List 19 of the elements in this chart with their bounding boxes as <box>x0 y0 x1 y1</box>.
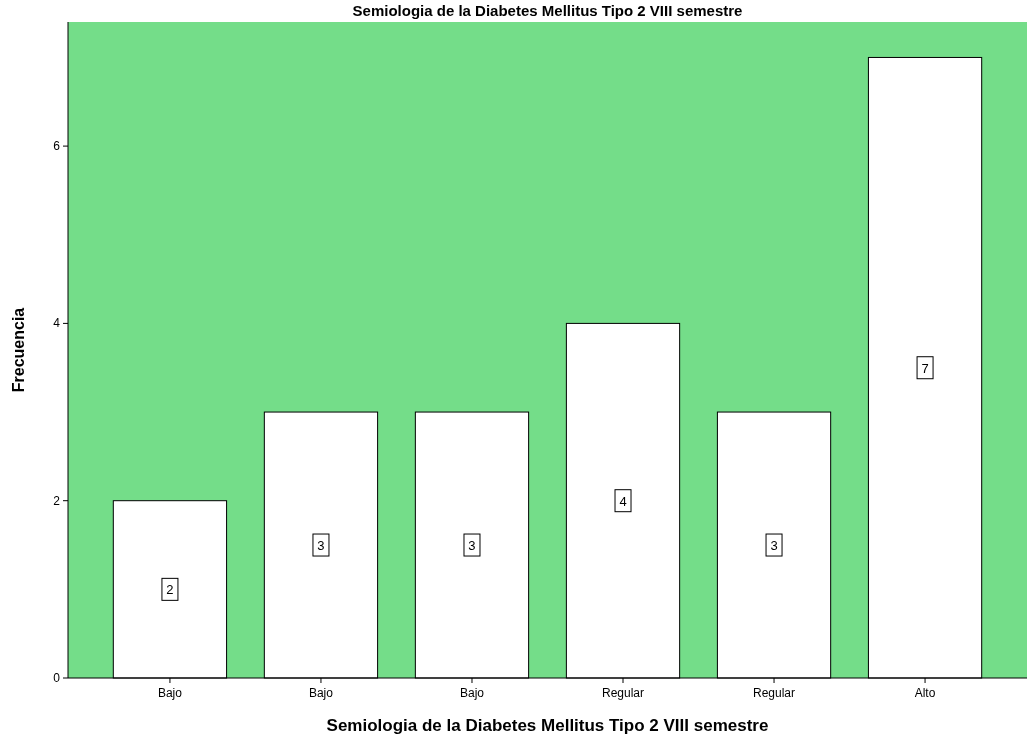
x-tick-label: Alto <box>914 686 936 700</box>
x-tick-label: Bajo <box>308 686 334 700</box>
y-tick-label: 4 <box>53 316 61 331</box>
chart-title: Semiologia de la Diabetes Mellitus Tipo 2 VIII semestre <box>352 2 743 19</box>
x-axis-title: Semiologia de la Diabetes Mellitus Tipo 2 VIII semestre <box>326 716 769 735</box>
y-axis-title: Frecuencia <box>10 307 27 393</box>
data-label: 7 <box>921 360 929 376</box>
x-tick-label: Bajo <box>459 686 485 700</box>
data-label: 3 <box>317 538 325 554</box>
x-tick-label: Bajo <box>157 686 183 700</box>
x-tick-label: Regular <box>753 686 796 700</box>
data-label: 3 <box>770 538 778 554</box>
x-tick-label: Regular <box>602 686 645 700</box>
data-label: 3 <box>468 538 476 554</box>
data-label: 2 <box>166 582 174 598</box>
data-label: 4 <box>619 493 627 509</box>
y-tick-label: 6 <box>53 139 61 154</box>
y-tick-label: 2 <box>53 493 61 508</box>
y-tick-label: 0 <box>53 671 61 685</box>
